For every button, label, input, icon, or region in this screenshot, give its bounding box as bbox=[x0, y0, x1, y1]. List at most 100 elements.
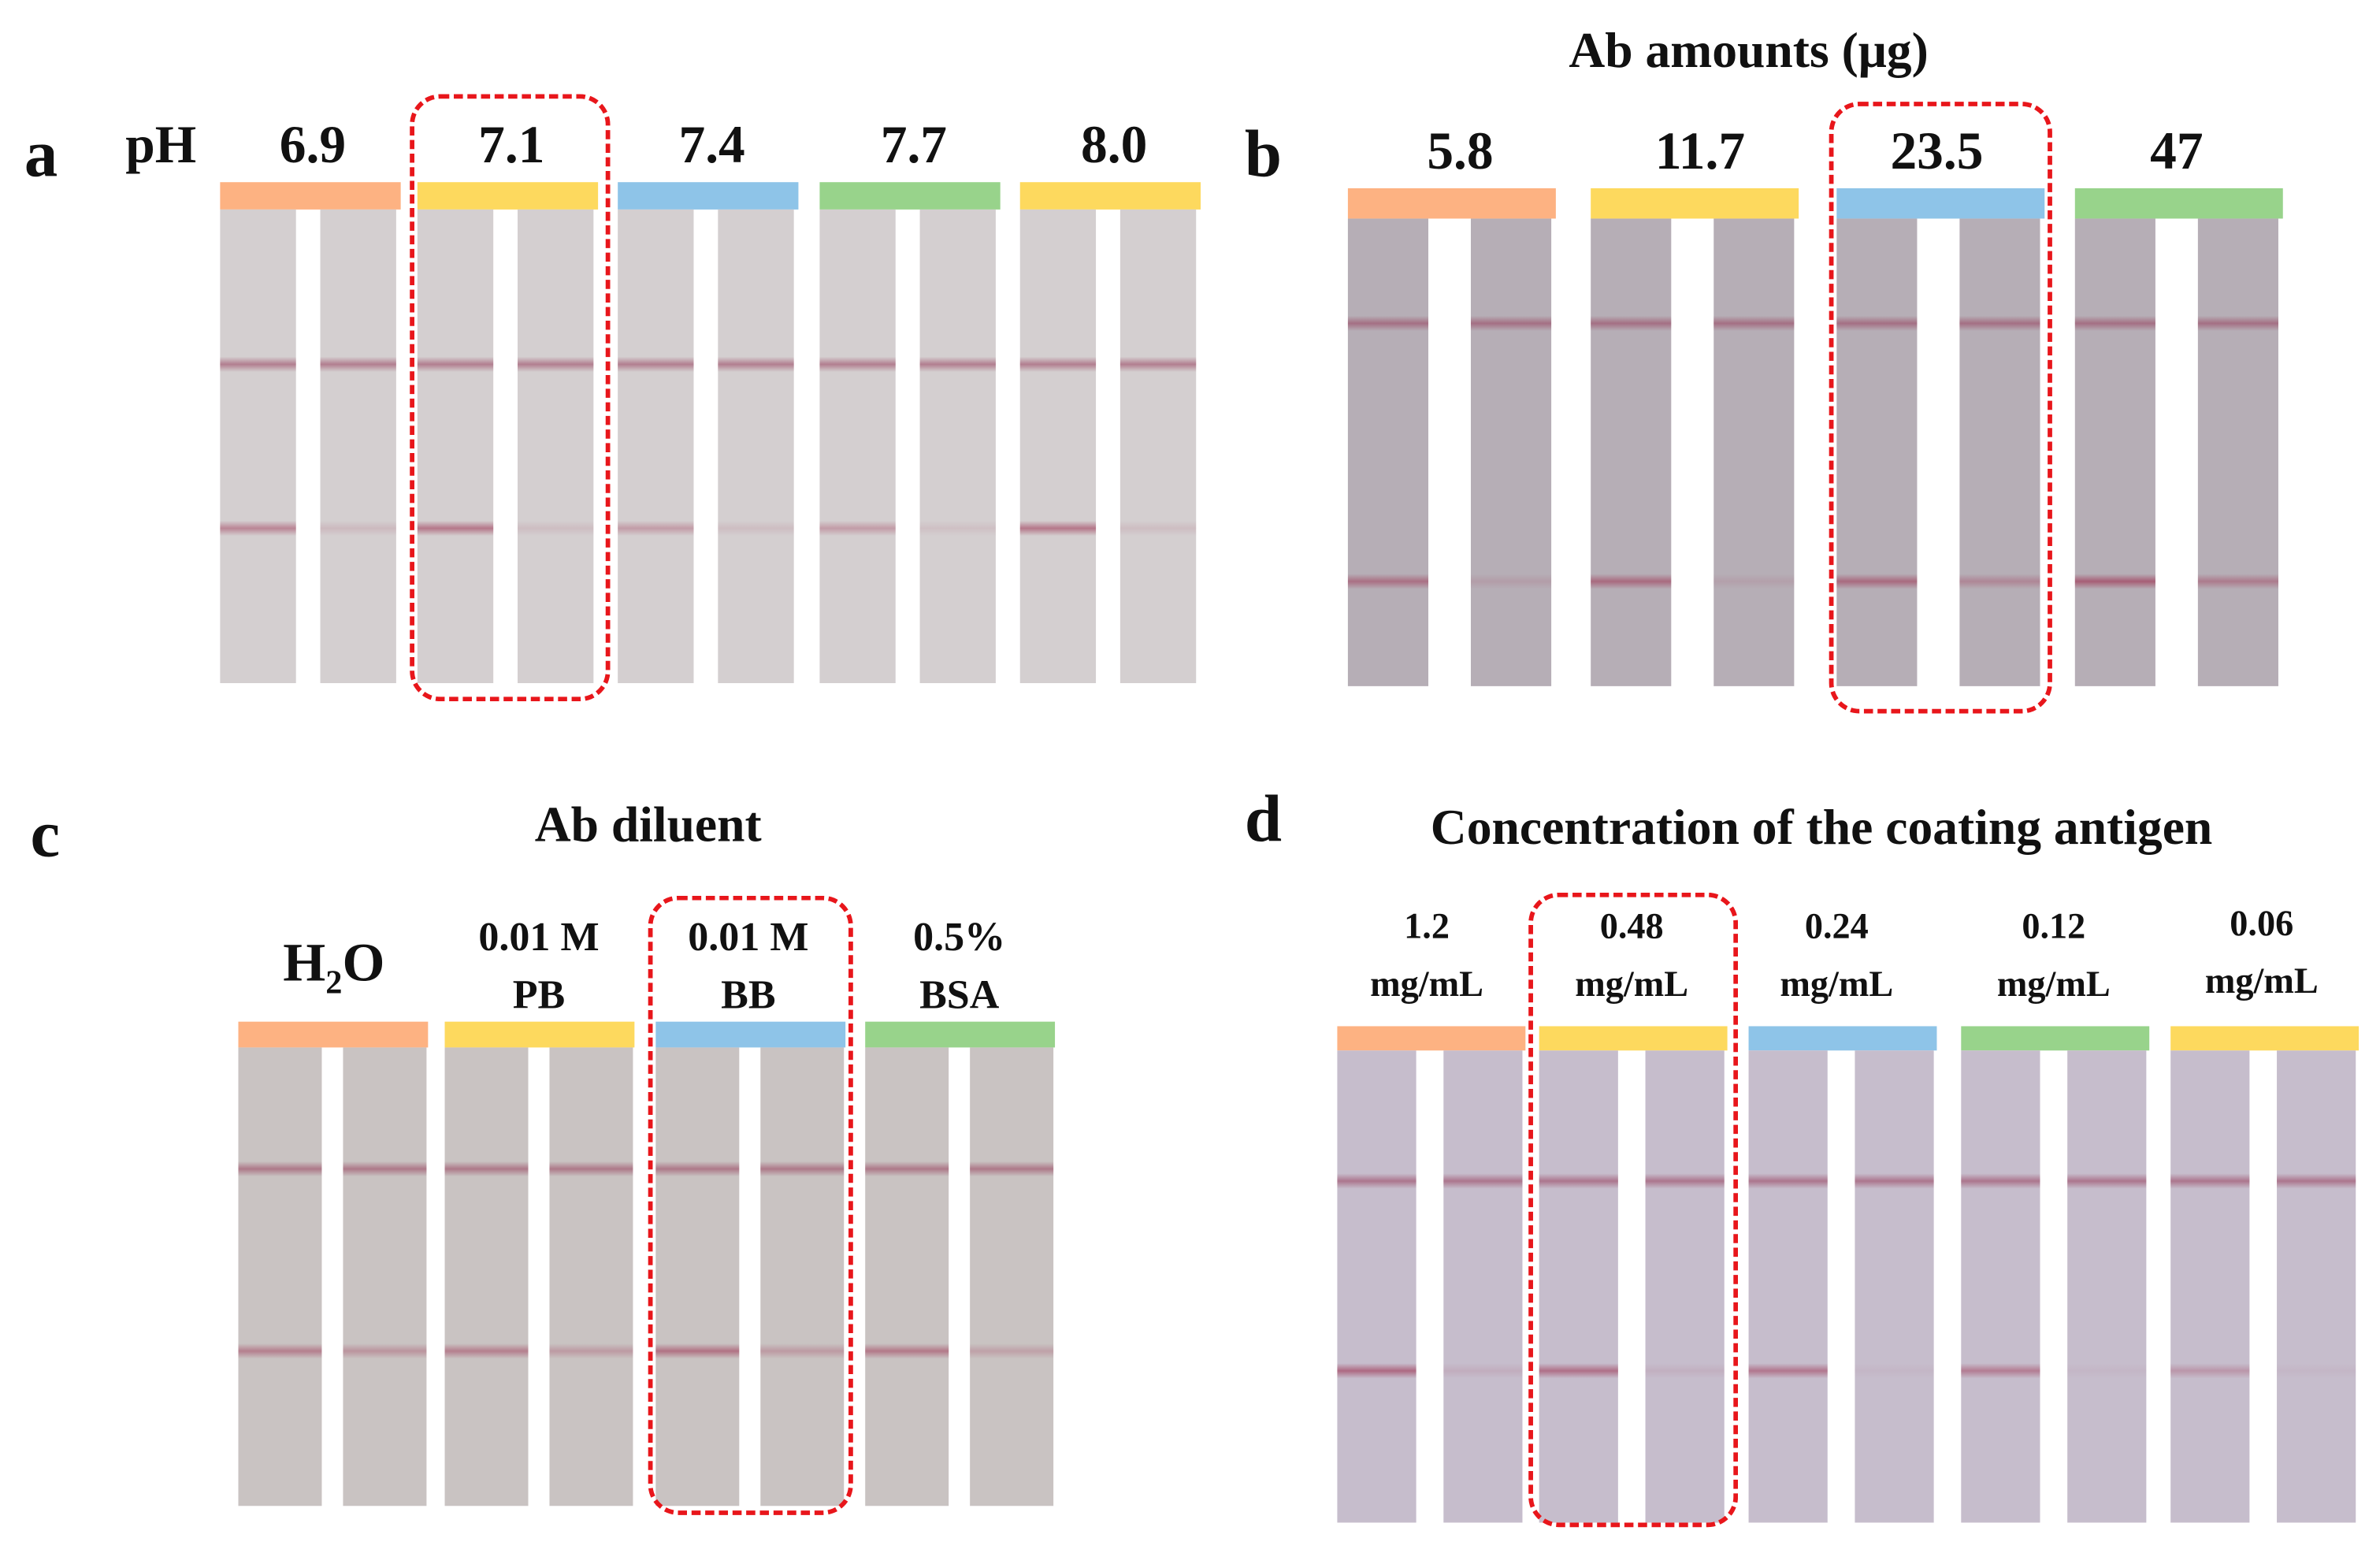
label-line: mg/mL bbox=[1996, 965, 2111, 1005]
control-line bbox=[1836, 315, 1918, 332]
control-line bbox=[1855, 1173, 1934, 1189]
test-strip bbox=[417, 209, 494, 684]
test-line bbox=[2067, 1363, 2147, 1379]
test-line bbox=[1019, 520, 1097, 537]
test-line bbox=[343, 1343, 427, 1359]
group-label: 6.9 bbox=[279, 115, 347, 175]
label-line: 0.5% bbox=[913, 913, 1006, 960]
highlight-box bbox=[648, 895, 853, 1515]
test-strip bbox=[2277, 1050, 2356, 1523]
group-label: 7.1 bbox=[478, 115, 545, 175]
group-label: H2O bbox=[283, 935, 384, 999]
test-strip bbox=[2197, 218, 2278, 686]
test-strip bbox=[865, 1047, 949, 1506]
control-line bbox=[618, 356, 694, 373]
test-line bbox=[1961, 1363, 2040, 1379]
test-line bbox=[1714, 574, 1795, 589]
group-label: 8.0 bbox=[1081, 115, 1148, 175]
test-line bbox=[2277, 1363, 2356, 1379]
color-bar bbox=[2074, 188, 2283, 219]
label-line: 0.01 M bbox=[688, 913, 809, 960]
control-line bbox=[343, 1161, 427, 1177]
label-line: 0.24 bbox=[1804, 908, 1869, 948]
test-line bbox=[919, 520, 996, 537]
test-strip bbox=[518, 209, 594, 684]
test-strip bbox=[819, 209, 896, 684]
panel-title: Concentration of the coating antigen bbox=[1430, 801, 2213, 856]
control-line bbox=[2277, 1173, 2356, 1189]
test-strip bbox=[220, 209, 296, 684]
control-line bbox=[760, 1161, 845, 1177]
group-label: 23.5 bbox=[1890, 121, 1984, 181]
test-line bbox=[2170, 1363, 2250, 1379]
test-line bbox=[1347, 574, 1429, 589]
group-label: 0.12 mg/mL bbox=[1997, 899, 2111, 1014]
group-label: 47 bbox=[2150, 121, 2204, 181]
test-line bbox=[1539, 1363, 1618, 1379]
label-part: O bbox=[342, 931, 385, 994]
color-bar bbox=[1591, 188, 1799, 219]
group-label: 0.01 M PB bbox=[478, 908, 599, 1023]
group-label: 0.5% BSA bbox=[913, 908, 1005, 1023]
control-line bbox=[1959, 315, 2040, 332]
color-bar bbox=[1337, 1026, 1526, 1051]
color-bar bbox=[865, 1021, 1056, 1048]
control-line bbox=[1714, 315, 1795, 332]
test-strip bbox=[1748, 1050, 1828, 1523]
color-bar bbox=[1347, 188, 1556, 219]
color-bar bbox=[444, 1021, 635, 1048]
control-line bbox=[417, 356, 494, 373]
control-line bbox=[655, 1161, 740, 1177]
test-line bbox=[320, 520, 396, 537]
test-line bbox=[2074, 574, 2155, 589]
label-line: 0.48 bbox=[1599, 908, 1664, 948]
test-strip bbox=[1470, 218, 1552, 686]
test-strip bbox=[444, 1047, 529, 1506]
control-line bbox=[238, 1161, 322, 1177]
color-bar bbox=[1748, 1026, 1937, 1051]
control-line bbox=[518, 356, 594, 373]
test-line bbox=[618, 520, 694, 537]
test-strip bbox=[970, 1047, 1054, 1506]
panel-letter-c: c bbox=[30, 797, 61, 871]
control-line bbox=[2074, 315, 2155, 332]
test-strip bbox=[2170, 1050, 2250, 1523]
test-line bbox=[819, 520, 896, 537]
group-label: 7.4 bbox=[678, 115, 745, 175]
color-bar bbox=[2170, 1026, 2360, 1051]
panel-title: Ab diluent bbox=[534, 798, 762, 853]
test-strip bbox=[1591, 218, 1672, 686]
test-strip bbox=[2067, 1050, 2147, 1523]
control-line bbox=[718, 356, 794, 373]
test-strip bbox=[238, 1047, 322, 1506]
test-strip bbox=[1645, 1050, 1725, 1523]
test-line bbox=[655, 1343, 740, 1359]
control-line bbox=[549, 1161, 633, 1177]
color-bar bbox=[1539, 1026, 1728, 1051]
group-label: 5.8 bbox=[1427, 121, 1494, 181]
test-strip bbox=[1539, 1050, 1618, 1523]
label-line: mg/mL bbox=[1575, 965, 1689, 1005]
control-line bbox=[919, 356, 996, 373]
label-line: mg/mL bbox=[1780, 965, 1894, 1005]
test-line bbox=[1645, 1363, 1725, 1379]
highlight-box bbox=[1528, 892, 1739, 1528]
color-bar bbox=[618, 182, 799, 210]
test-line bbox=[518, 520, 594, 537]
test-line bbox=[1855, 1363, 1934, 1379]
test-line bbox=[1337, 1363, 1416, 1379]
panel-letter-a: a bbox=[24, 117, 58, 191]
test-line bbox=[417, 520, 494, 537]
control-line bbox=[320, 356, 396, 373]
highlight-box bbox=[1829, 102, 2052, 714]
label-line: BB bbox=[721, 971, 776, 1017]
test-line bbox=[238, 1343, 322, 1359]
test-strip bbox=[320, 209, 396, 684]
test-line bbox=[760, 1343, 845, 1359]
test-line bbox=[1748, 1363, 1828, 1379]
label-line: 0.06 bbox=[2230, 905, 2294, 945]
group-label: 11.7 bbox=[1654, 121, 1746, 181]
group-label: 7.7 bbox=[880, 115, 948, 175]
highlight-box bbox=[410, 94, 611, 702]
